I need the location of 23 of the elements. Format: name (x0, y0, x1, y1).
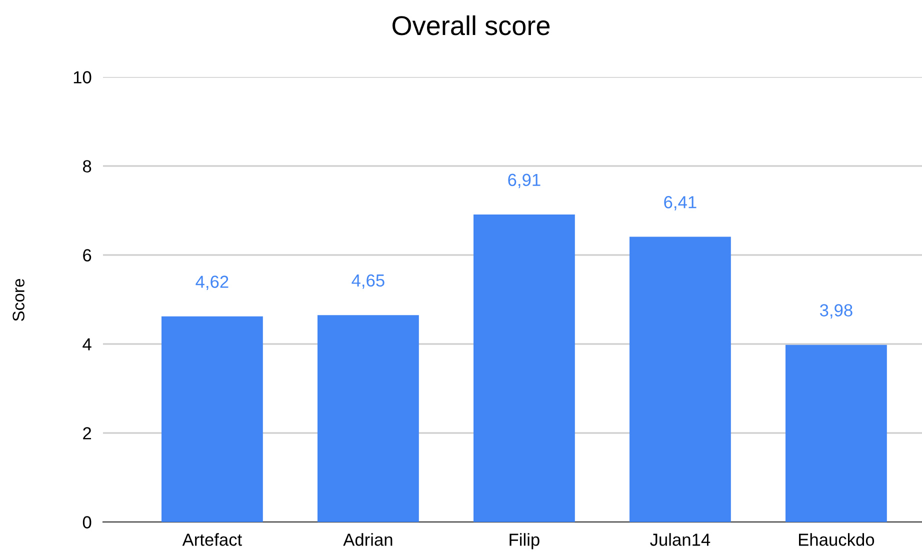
data-label: 6,41 (664, 196, 696, 210)
y-tick-label: 0 (82, 516, 92, 528)
x-tick-label: Ehauckdo (799, 533, 874, 546)
y-tick-label: 2 (83, 427, 92, 440)
bar (162, 316, 263, 522)
bar (630, 236, 731, 522)
x-tick-label: Filip (510, 533, 540, 550)
y-tick-label: 8 (82, 160, 92, 172)
y-tick-label: 10 (74, 71, 92, 84)
data-label: 3,98 (820, 304, 852, 319)
bar (786, 344, 887, 522)
data-label: 4,62 (196, 276, 228, 290)
chart-title: Overall score (392, 15, 550, 36)
x-tick-label: Artefact (182, 533, 242, 546)
x-tick-label: Adrian (343, 533, 392, 546)
bar (474, 214, 575, 522)
data-label: 4,65 (352, 274, 384, 289)
y-axis-title: Score (12, 278, 24, 322)
y-tick-label: 4 (82, 338, 92, 350)
x-tick-label: Julan14 (650, 533, 710, 546)
data-label: 6,91 (508, 174, 540, 188)
bar (318, 315, 419, 522)
y-tick-label: 6 (83, 249, 92, 262)
